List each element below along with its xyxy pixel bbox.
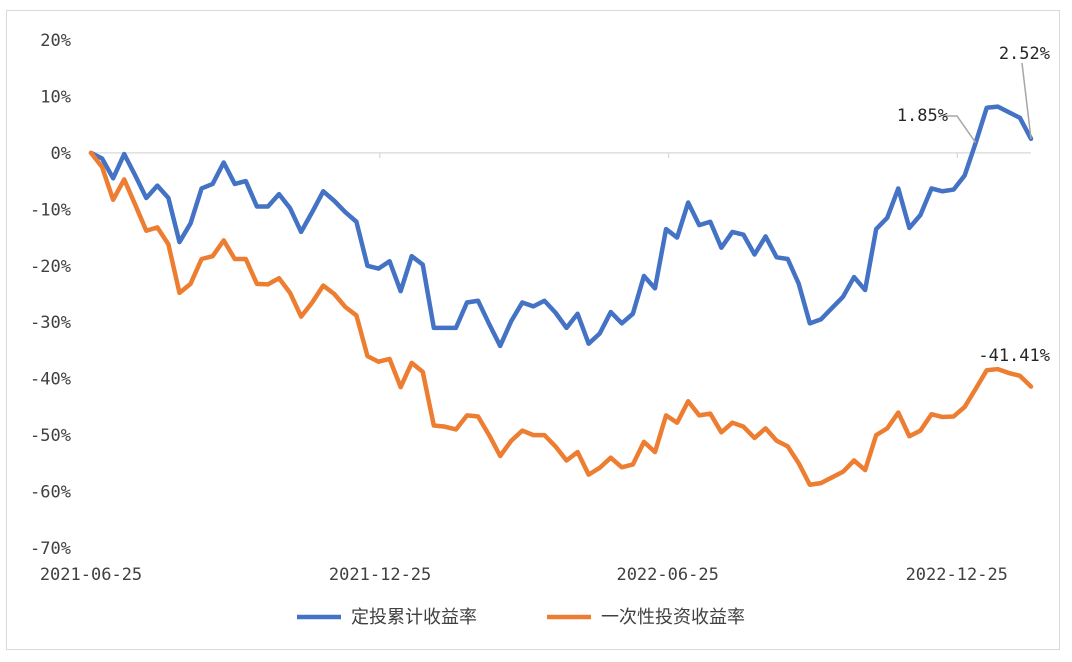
y-tick-label: -30% [30, 313, 71, 333]
data-annotations: 1.85% 2.52% -41.41% [897, 44, 1050, 366]
y-tick-label: 0% [51, 144, 71, 164]
annotation-leader [1021, 62, 1032, 139]
legend: 定投累计收益率 一次性投资收益率 [297, 607, 745, 628]
y-tick-label: -20% [30, 257, 71, 277]
y-tick-label: -70% [30, 539, 71, 559]
x-axis-tick-labels: 2021-06-25 2021-12-25 2022-06-25 2022-12-25 [40, 565, 1008, 585]
y-axis-tick-labels: 20% 10% 0% -10% -20% -30% -40% -50% -60% -70% [30, 31, 71, 559]
x-tick-label: 2021-12-25 [329, 565, 431, 585]
annotation-label: -41.41% [978, 346, 1050, 366]
y-tick-label: -40% [30, 370, 71, 390]
line-chart: 20% 10% 0% -10% -20% -30% -40% -50% -60% -70% 202… [30, 31, 1050, 628]
annotation-leader [943, 115, 977, 144]
legend-item-dingtou: 定投累计收益率 [351, 607, 477, 628]
series-line-yicixing [88, 150, 1034, 488]
y-tick-label: -50% [30, 426, 71, 446]
series-line-dingtou [88, 104, 1034, 349]
x-tick-label: 2022-06-25 [616, 565, 718, 585]
y-tick-label: -10% [30, 200, 71, 220]
annotation-label: 2.52% [999, 44, 1050, 64]
annotation-label: 1.85% [897, 106, 948, 126]
x-axis-tick-marks [379, 152, 959, 158]
y-tick-label: -60% [30, 483, 71, 503]
chart-container: 20% 10% 0% -10% -20% -30% -40% -50% -60% -70% 202… [6, 10, 1060, 650]
x-tick-label: 2021-06-25 [40, 565, 142, 585]
legend-item-yicixing: 一次性投资收益率 [601, 607, 745, 628]
y-tick-label: 10% [40, 87, 71, 107]
y-tick-label: 20% [40, 31, 71, 51]
series-lines [88, 104, 1034, 488]
x-tick-label: 2022-12-25 [906, 565, 1008, 585]
